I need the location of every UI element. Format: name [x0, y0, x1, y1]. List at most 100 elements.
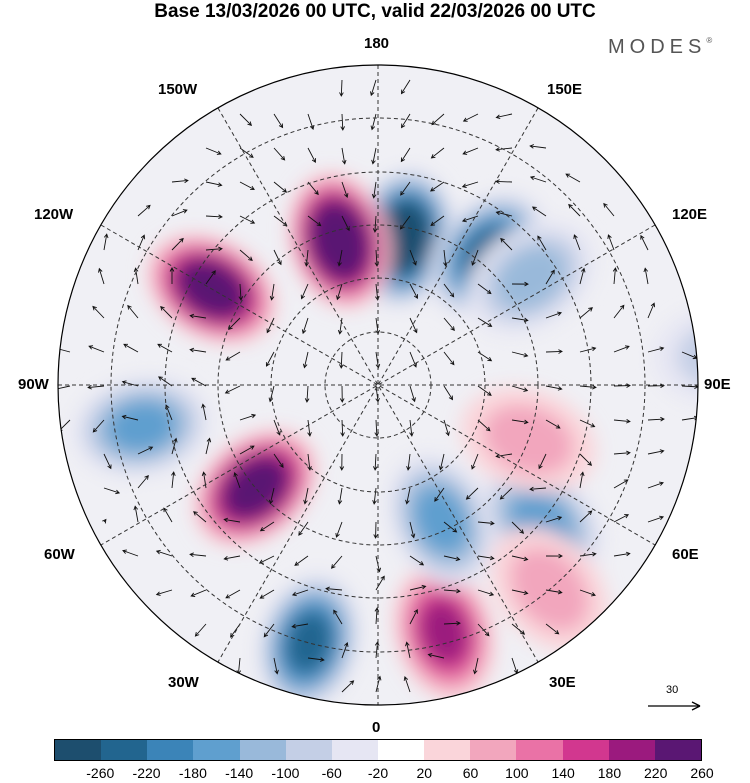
wind-arrow [443, 521, 458, 533]
wind-arrow [307, 181, 319, 196]
anomaly-level-0-7 [383, 210, 425, 266]
wind-arrow [239, 249, 253, 262]
wind-arrow [429, 181, 445, 192]
wind-arrow [171, 178, 189, 184]
colorbar-tick-label: -220 [132, 765, 161, 781]
wind-arrow [239, 413, 257, 421]
wind-arrow [103, 453, 112, 470]
wind-arrow [400, 79, 411, 95]
wind-arrow [465, 487, 479, 500]
wind-arrow [545, 623, 560, 635]
registered-mark: ® [706, 36, 713, 45]
wind-arrow [406, 453, 411, 471]
wind-arrow [495, 210, 513, 217]
wind-arrow [477, 283, 492, 295]
wind-arrow [372, 215, 378, 233]
meridian-120e-60w [100, 224, 656, 546]
wind-arrow [189, 552, 207, 557]
wind-vectors [58, 79, 698, 693]
wind-arrow [477, 419, 491, 432]
wind-arrow [401, 113, 411, 129]
wind-arrow [307, 453, 312, 471]
wind-arrow [511, 419, 529, 425]
colorbar-tick-label: 100 [505, 765, 529, 781]
colorbar-tick-label: -20 [367, 765, 389, 781]
colorbar-tick-label: -180 [178, 765, 207, 781]
lon-label-30w: 30W [168, 674, 199, 691]
anomaly-level-3-2 [496, 246, 566, 310]
wind-arrow [511, 555, 529, 562]
anomaly-level-8-4 [420, 601, 468, 664]
wind-arrow [339, 79, 344, 97]
wind-arrow [225, 351, 241, 361]
wind-arrow [529, 175, 547, 183]
wind-arrow [613, 345, 630, 353]
wind-arrow [427, 652, 445, 659]
wind-arrow [545, 516, 563, 523]
wind-arrow [341, 680, 355, 693]
wind-arrow [443, 620, 461, 626]
wind-arrow [325, 586, 343, 592]
wind-arrow [431, 113, 445, 126]
wind-arrow [87, 384, 105, 390]
lon-label-150w: 150W [158, 81, 198, 98]
wind-arrow [336, 283, 343, 301]
wind-arrow [370, 113, 377, 131]
wind-arrow [303, 487, 309, 505]
wind-arrow [443, 249, 448, 267]
wind-arrow [375, 575, 385, 591]
wind-arrow [545, 269, 555, 285]
wind-arrow [405, 487, 411, 505]
wind-arrow [103, 487, 121, 495]
wind-arrow [374, 419, 379, 437]
wind-arrow [189, 347, 207, 353]
wind-arrow [647, 346, 665, 353]
wind-arrow [307, 657, 325, 662]
wind-arrow [613, 551, 631, 557]
lon-label-30e: 30E [549, 674, 576, 691]
lon-label-150e: 150E [547, 81, 583, 98]
wind-arrow [239, 113, 253, 126]
wind-arrow [339, 351, 344, 369]
wind-arrow [137, 204, 151, 217]
wind-arrow [92, 305, 105, 319]
wind-arrow [443, 317, 455, 331]
wind-arrow [307, 147, 316, 163]
wind-arrow [443, 283, 455, 298]
wind-arrow [121, 414, 139, 421]
wind-arrow [647, 383, 665, 389]
wind-arrow [339, 453, 345, 471]
wind-arrow [273, 249, 282, 266]
wind-arrow [238, 283, 244, 301]
wind-arrow [133, 267, 139, 285]
wind-arrow [545, 311, 562, 319]
lat-circle-40 [110, 117, 646, 653]
reference-vector: 30 [646, 684, 704, 724]
wind-arrow [545, 385, 563, 391]
map-border [57, 64, 699, 706]
wind-arrow [579, 510, 593, 523]
wind-arrow [233, 472, 241, 489]
wind-arrow [335, 521, 343, 538]
wind-arrow [607, 234, 615, 251]
wind-arrow [258, 555, 275, 564]
wind-arrow [371, 181, 377, 199]
wind-arrow [194, 623, 207, 637]
wind-arrow [537, 235, 547, 251]
wind-arrow [409, 608, 418, 625]
colorbar-tick-label: -60 [321, 765, 342, 781]
wind-arrow [304, 249, 309, 267]
wind-arrow [370, 79, 377, 97]
wind-arrow [495, 453, 513, 459]
wind-arrow [190, 589, 207, 597]
wind-arrow [337, 317, 343, 335]
wind-arrow [409, 283, 418, 299]
wind-arrow [640, 234, 649, 251]
wind-arrow [337, 487, 343, 505]
wind-arrow [499, 487, 513, 500]
wind-arrow [102, 518, 107, 524]
wind-arrow [58, 346, 71, 353]
wind-arrow [613, 418, 631, 424]
colorbar-swatch-8 [424, 740, 471, 760]
wind-arrow [266, 317, 275, 334]
